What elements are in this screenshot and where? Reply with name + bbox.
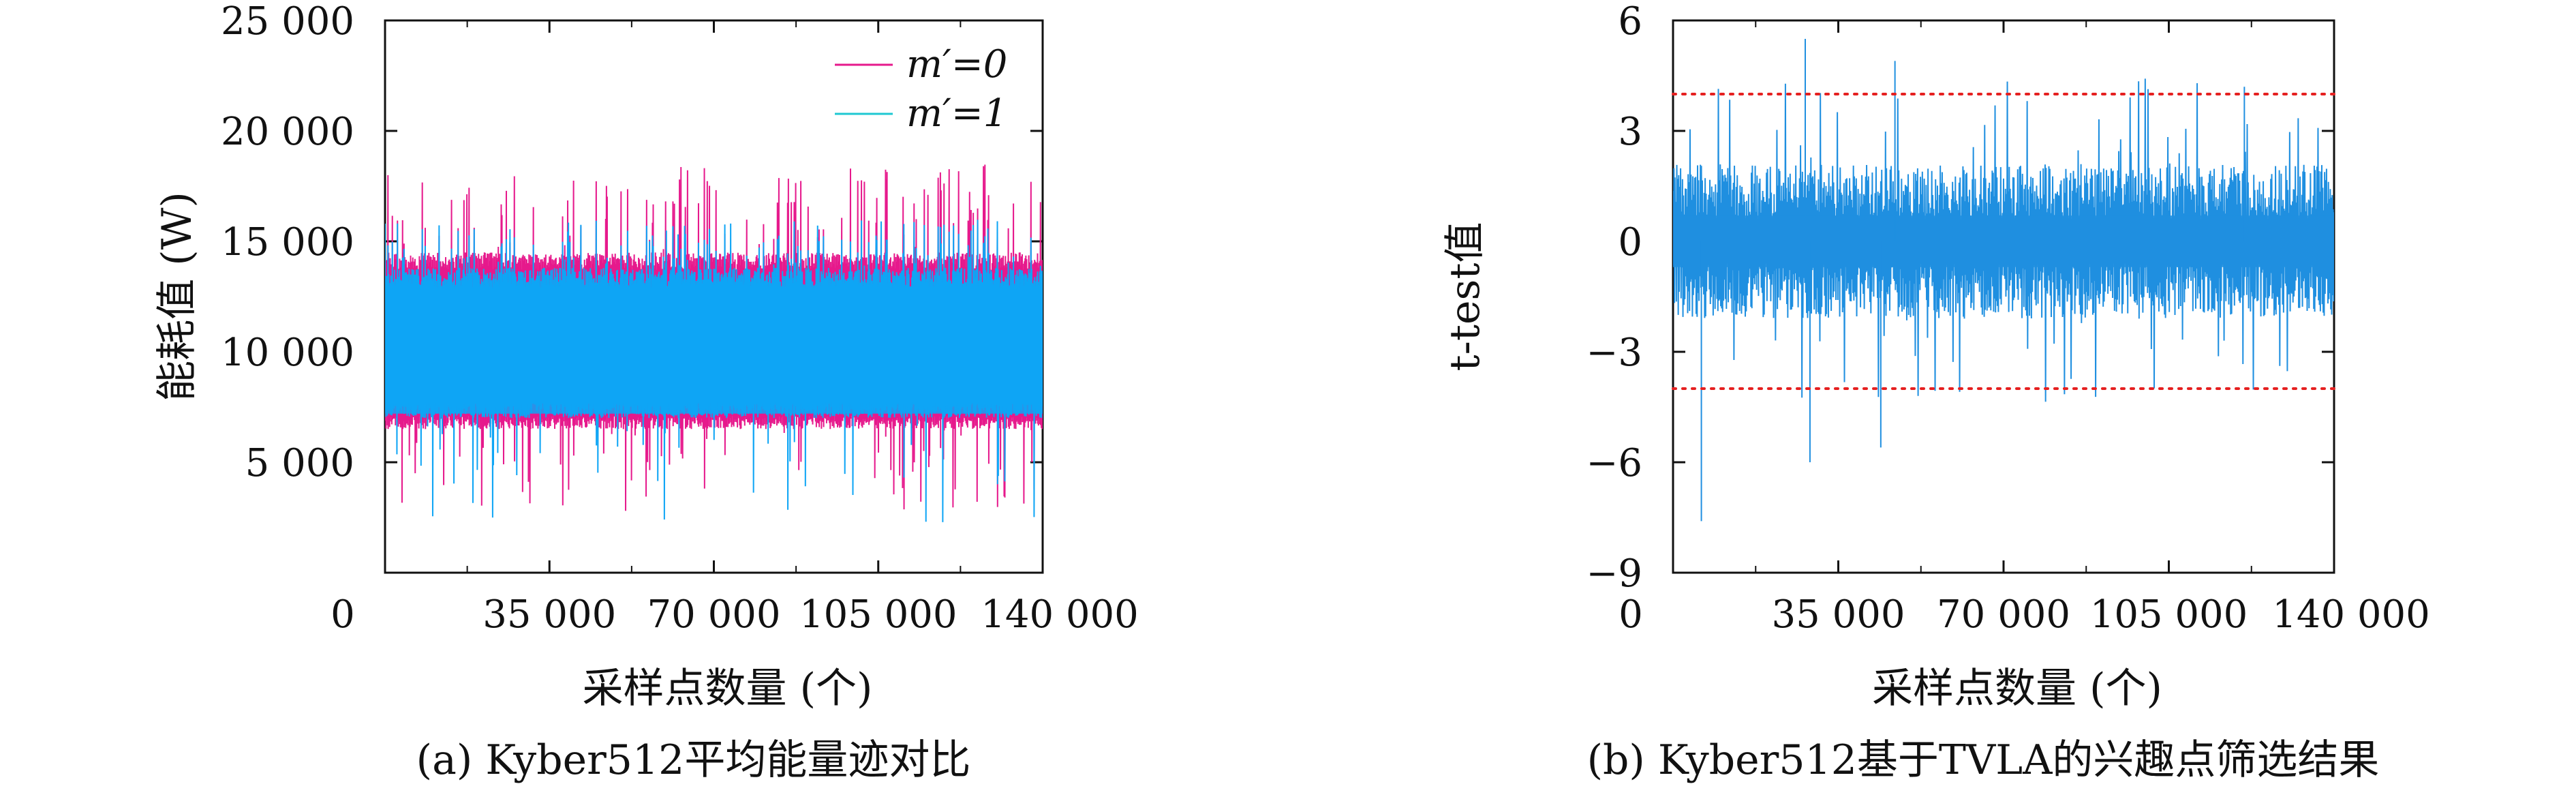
legend-label: m′=0 (906, 42, 1007, 87)
chart-a: 0 35 000 70 000 105 000 140 000 5 000 10 000 15… (153, 0, 1139, 784)
legend-label: m′=1 (906, 91, 1007, 136)
y-tick-label: −9 (1586, 552, 1642, 596)
y-tick-label: 25 000 (221, 0, 354, 44)
y-axis-title: t-test值 (1441, 222, 1489, 372)
trace-core-band (385, 297, 1043, 414)
y-tick-label: 10 000 (221, 331, 354, 375)
chart-b: 0 35 000 70 000 105 000 140 000 −9 −6 −3 0 3 6 采样点数… (1441, 0, 2430, 784)
y-tick-label: −6 (1586, 441, 1642, 485)
y-tick-label: 15 000 (221, 220, 354, 265)
y-tick-label: 3 (1618, 110, 1642, 154)
x-tick-label: 140 000 (2272, 592, 2430, 637)
x-tick-label: 35 000 (482, 592, 616, 637)
y-tick-label: 20 000 (221, 110, 354, 154)
figure-caption: (a) Kyber512平均能量迹对比 (416, 736, 971, 784)
chart-panel-b: 0 35 000 70 000 105 000 140 000 −9 −6 −3 0 3 6 采样点数… (1288, 0, 2576, 797)
ttest-core-band (1673, 215, 2334, 267)
x-axis-title: 采样点数量 (个) (583, 665, 873, 712)
y-tick-label: 0 (1618, 220, 1642, 265)
x-tick-label: 105 000 (799, 592, 957, 637)
y-axis-title: 能耗值 (W) (153, 192, 201, 402)
x-tick-label: 70 000 (1937, 592, 2070, 637)
x-tick-label: 70 000 (647, 592, 781, 637)
x-tick-label: 35 000 (1772, 592, 1905, 637)
chart-panel-a: 0 35 000 70 000 105 000 140 000 5 000 10 000 15… (153, 0, 1139, 784)
y-tick-label: −3 (1586, 331, 1642, 375)
x-tick-label: 105 000 (2090, 592, 2248, 637)
x-axis-title: 采样点数量 (个) (1872, 665, 2162, 712)
figure-caption: (b) Kyber512基于TVLA的兴趣点筛选结果 (1587, 736, 2380, 784)
y-tick-label: 5 000 (245, 441, 354, 485)
x-tick-label: 0 (331, 592, 355, 637)
x-tick-label: 0 (1619, 592, 1643, 637)
y-tick-label: 6 (1618, 0, 1642, 44)
x-tick-label: 140 000 (981, 592, 1139, 637)
